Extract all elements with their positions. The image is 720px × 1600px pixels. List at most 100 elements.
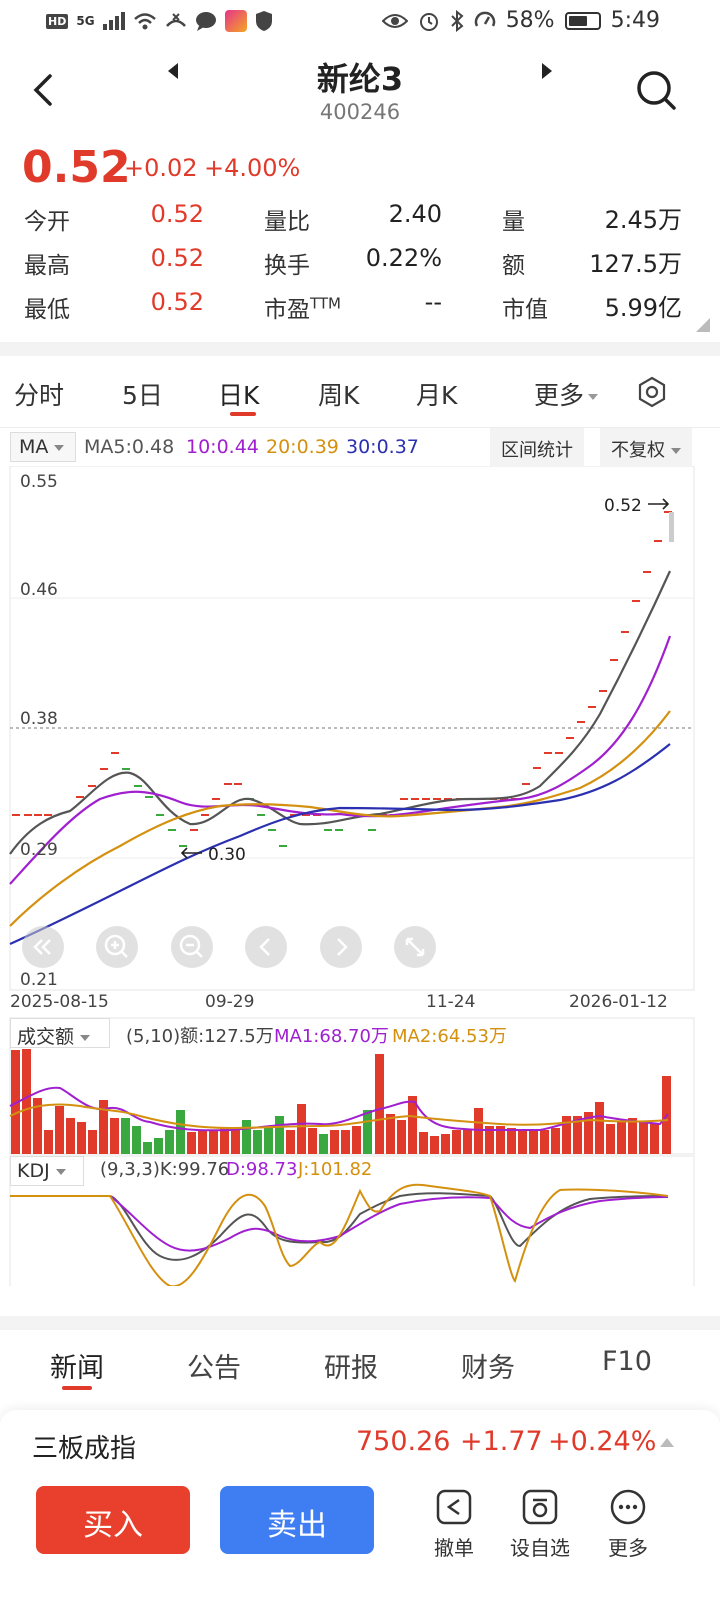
zoom-out-button[interactable]	[171, 926, 213, 968]
price-adjust-label: 不复权	[611, 440, 665, 461]
kdj-frame	[9, 1155, 695, 1286]
add-watchlist-label: 设自选	[510, 1536, 570, 1560]
volume-bar	[187, 1132, 196, 1154]
index-ticker[interactable]: 三板成指 750.26 +1.77 +0.24%	[0, 1410, 720, 1480]
ma30-line	[9, 743, 671, 946]
chart-settings-icon[interactable]	[636, 376, 668, 408]
more-label: 更多	[608, 1536, 648, 1560]
volume-bar	[363, 1110, 372, 1154]
scroll-right-button[interactable]	[320, 926, 362, 968]
kdj-j-value: J:101.82	[298, 1159, 373, 1180]
date-tick-label: 2025-08-15	[10, 992, 109, 1012]
signal-icon	[102, 12, 125, 30]
kdj-k-line	[10, 1192, 669, 1261]
tab-more[interactable]: 更多	[534, 376, 599, 412]
kdj-d-line	[10, 1195, 669, 1252]
volume-bar	[253, 1130, 262, 1154]
volume-bar	[441, 1134, 450, 1154]
volume-bar	[639, 1122, 648, 1154]
stat-value-low: 0.52	[150, 288, 204, 316]
clock: 5:49	[610, 8, 660, 33]
tab-daily-k[interactable]: 日K	[218, 381, 260, 410]
volume-bar	[485, 1126, 494, 1154]
ma-indicator-select[interactable]: MA	[10, 432, 76, 462]
volume-bar	[275, 1116, 284, 1154]
stat-label-pe-sup: TTM	[310, 294, 342, 313]
tab-intraday[interactable]: 分时	[14, 381, 65, 410]
expand-corner-icon[interactable]	[696, 318, 710, 332]
chevron-down-icon	[80, 1034, 91, 1041]
tab-news[interactable]: 新闻	[50, 1353, 104, 1384]
kdj-indicator-select[interactable]: KDJ	[10, 1156, 84, 1186]
zoom-in-button[interactable]	[96, 926, 138, 968]
kline-chart[interactable]: 0.52 0.30	[0, 466, 720, 1286]
volume-bar	[352, 1126, 361, 1154]
volume-bar	[551, 1128, 560, 1154]
buy-button[interactable]: 买入	[36, 1486, 190, 1554]
ma10-line	[9, 635, 672, 885]
message-icon	[195, 12, 216, 31]
ma5-value: MA5:0.48	[84, 436, 175, 458]
cancel-order-button[interactable]: 撤单	[414, 1488, 494, 1561]
turnover-bars	[11, 1049, 671, 1154]
jump-start-button[interactable]	[22, 926, 64, 968]
tab-announcements[interactable]: 公告	[187, 1353, 241, 1384]
volume-bar	[419, 1132, 428, 1154]
volume-bar	[573, 1116, 582, 1154]
scroll-left-button[interactable]	[245, 926, 287, 968]
prev-stock-button[interactable]	[162, 60, 184, 82]
volume-bar	[44, 1130, 53, 1154]
stat-value-amount: 127.5万	[589, 250, 682, 278]
tab-monthly-k[interactable]: 月K	[416, 381, 458, 410]
stat-label-low: 最低	[24, 297, 70, 323]
expand-up-icon[interactable]	[660, 1438, 674, 1447]
trade-bar: 买入 卖出 撤单 设自选 更多	[0, 1480, 720, 1600]
date-tick-label: 11-24	[426, 992, 476, 1012]
price-change-percent: +4.00%	[204, 154, 301, 182]
volume-bar	[33, 1098, 42, 1154]
volume-bar	[595, 1102, 604, 1154]
active-tab-indicator	[62, 1386, 92, 1390]
fullscreen-button[interactable]	[394, 926, 436, 968]
sell-button[interactable]: 卖出	[220, 1486, 374, 1554]
chevron-down-icon	[671, 448, 681, 454]
y-tick-label: 0.29	[20, 840, 58, 860]
tab-financials[interactable]: 财务	[461, 1353, 515, 1384]
volume-bar	[176, 1110, 185, 1154]
chevron-down-icon	[54, 444, 65, 451]
next-stock-button[interactable]	[536, 60, 558, 82]
turnover-indicator-select[interactable]: 成交额	[10, 1018, 110, 1048]
stat-label-market-cap: 市值	[502, 297, 548, 323]
volume-bar	[341, 1130, 350, 1154]
stat-value-high: 0.52	[150, 244, 204, 272]
volume-bar	[452, 1130, 461, 1154]
volume-bar	[474, 1108, 483, 1154]
divider	[0, 342, 720, 356]
volume-bar	[198, 1130, 207, 1154]
turnover-ma2: MA2:64.53万	[392, 1026, 507, 1047]
missed-call-icon	[165, 13, 186, 27]
add-watchlist-button[interactable]: 设自选	[500, 1488, 580, 1561]
shield-icon	[255, 11, 272, 31]
add-favorite-icon	[522, 1489, 558, 1525]
index-name: 三板成指	[32, 1434, 137, 1464]
search-icon[interactable]	[634, 68, 678, 112]
tab-research[interactable]: 研报	[324, 1353, 378, 1384]
arrow-right-icon	[648, 498, 670, 510]
low-marker: 0.30	[208, 845, 246, 865]
tab-f10[interactable]: F10	[602, 1346, 652, 1377]
tab-weekly-k[interactable]: 周K	[318, 381, 360, 410]
volume-bar	[650, 1124, 659, 1154]
volume-bar	[628, 1118, 637, 1154]
range-stats-button[interactable]: 区间统计	[490, 428, 584, 466]
index-change-percent: +0.24%	[548, 1426, 657, 1457]
y-tick-label: 0.46	[20, 580, 58, 600]
more-button[interactable]: 更多	[588, 1488, 668, 1561]
price-adjust-select[interactable]: 不复权	[600, 428, 692, 466]
tab-5day[interactable]: 5日	[122, 381, 163, 410]
bank-app-icon	[224, 10, 247, 32]
volume-bar	[242, 1120, 251, 1154]
back-button[interactable]	[24, 70, 64, 110]
ma-select-label: MA	[19, 436, 49, 458]
volume-bar	[507, 1128, 516, 1154]
